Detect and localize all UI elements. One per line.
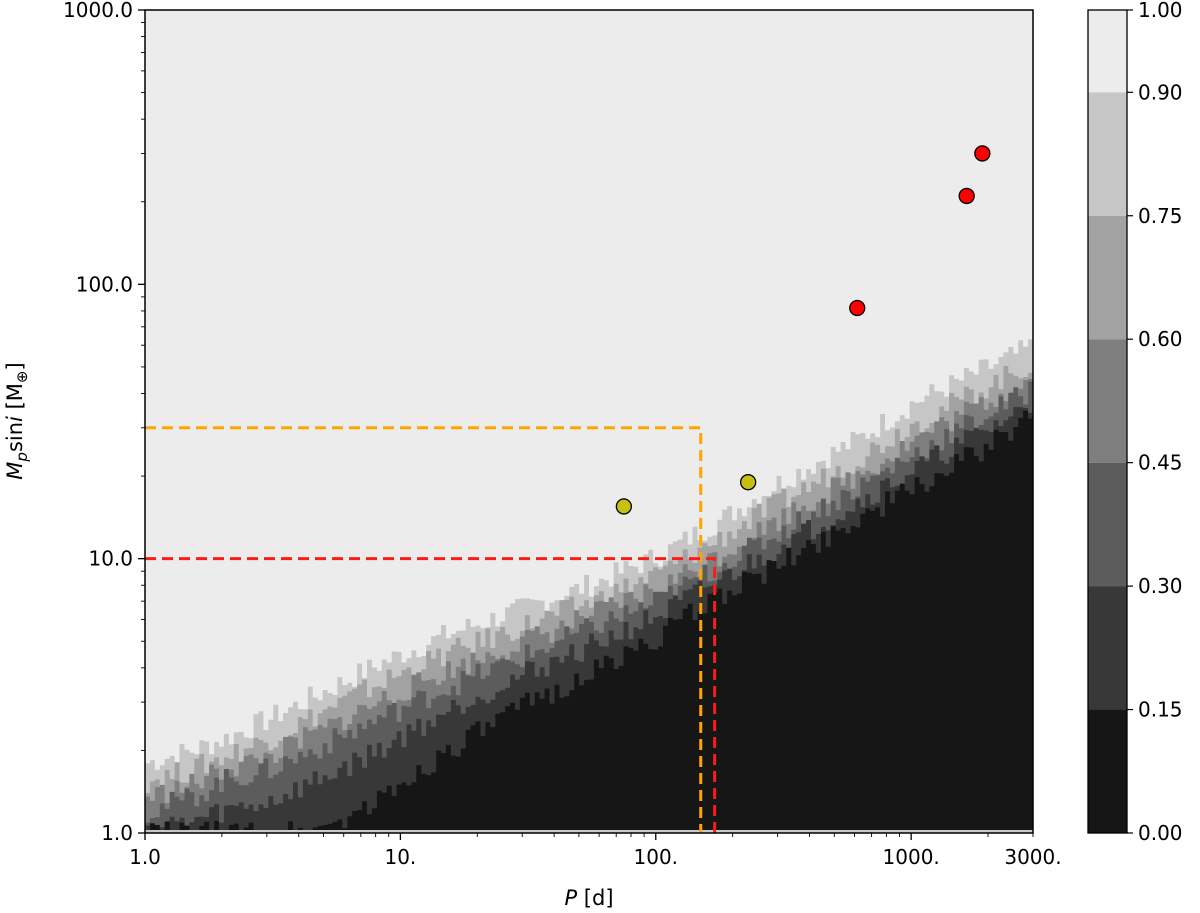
- colorbar-segment: [1088, 10, 1127, 93]
- planet-point-1-2: [739, 474, 757, 491]
- bottom-edge-strip: [145, 830, 1033, 833]
- planet-markers: [615, 145, 991, 515]
- colorbar-tick-label: 0.00: [1138, 821, 1183, 845]
- x-tick-label: 3000.: [1004, 845, 1061, 869]
- colorbar-tick-label: 0.45: [1138, 451, 1183, 475]
- y-axis-label: Mpsini [M⊕]: [3, 362, 31, 479]
- planet-point-2-2: [958, 187, 975, 205]
- colorbar-segment: [1088, 462, 1127, 587]
- planet-point-1-1: [615, 498, 633, 515]
- y-tick-label: 1.0: [101, 821, 133, 845]
- planet-point-2-1: [849, 299, 866, 317]
- x-tick-label: 10.: [384, 845, 416, 869]
- colorbar-tick-label: 0.75: [1138, 204, 1183, 228]
- plot-area: [144, 9, 1034, 834]
- contour-band-0-15: [149, 410, 1033, 833]
- planet-point-2-3: [974, 145, 991, 162]
- colorbar-segment: [1088, 339, 1127, 463]
- colorbar-tick-label: 1.00: [1138, 0, 1183, 22]
- reference-box-2: [145, 557, 717, 833]
- reference-lines: [145, 426, 717, 833]
- x-tick-label: 1.0: [129, 845, 161, 869]
- colorbar-tick-label: 0.30: [1138, 574, 1183, 598]
- colorbar: 0.00 0.15 0.30 0.45 0.60 0.75 0.90 1.00: [1087, 0, 1183, 845]
- colorbar-segment: [1088, 586, 1127, 710]
- colorbar-tick-label: 0.15: [1138, 698, 1183, 722]
- x-tick-label: 100.: [634, 845, 679, 869]
- plot-frame: [144, 9, 1034, 834]
- x-axis-label: P [d]: [564, 886, 613, 910]
- y-tick-label: 10.0: [88, 547, 133, 571]
- y-axis: 1.0 10.0 100.0 1000.0: [63, 0, 145, 845]
- reference-box-1: [145, 426, 703, 833]
- colorbar-segment: [1088, 709, 1127, 833]
- y-tick-label: 100.0: [76, 272, 133, 296]
- x-tick-label: 1000.: [883, 845, 940, 869]
- x-axis: 1.0 10. 100. 1000. 3000.: [129, 833, 1062, 869]
- colorbar-frame: [1087, 9, 1128, 834]
- colorbar-tick-label: 0.60: [1138, 327, 1183, 351]
- y-tick-label: 1000.0: [63, 0, 133, 22]
- colorbar-segment: [1088, 215, 1127, 340]
- colorbar-tick-label: 0.90: [1138, 80, 1183, 104]
- colorbar-segment: [1088, 92, 1127, 216]
- detection-probability-map: [145, 339, 1033, 833]
